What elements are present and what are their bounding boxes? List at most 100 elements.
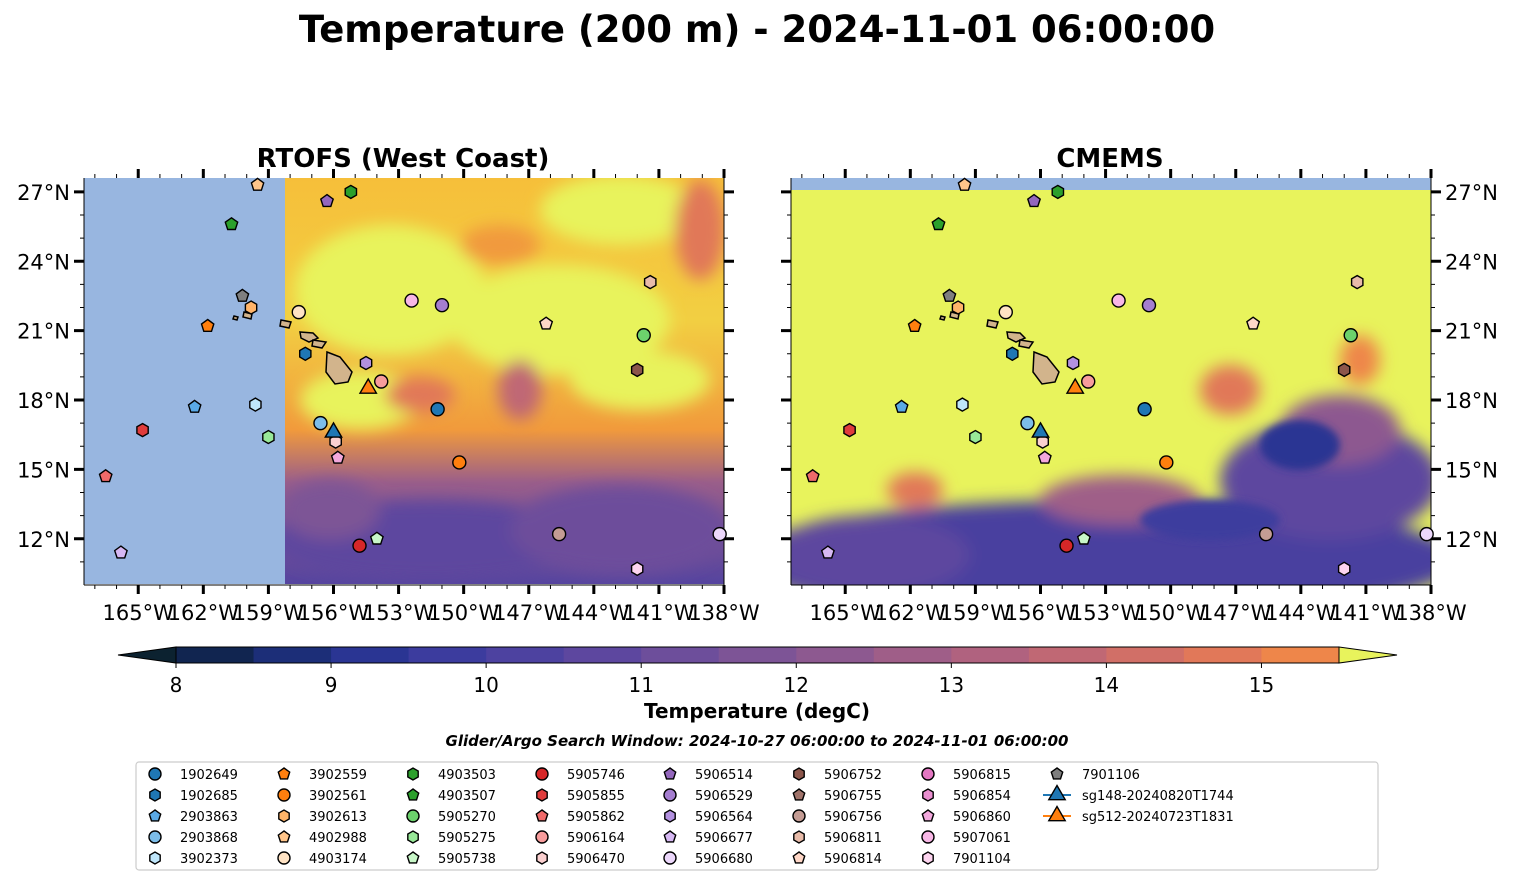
legend-label: 5906470 <box>567 852 625 867</box>
platform-marker-5905275 <box>262 429 275 445</box>
platform-marker-1902685 <box>299 346 312 362</box>
lon-tick-label: 141°W <box>1330 601 1402 625</box>
legend-label: 3902613 <box>309 810 367 825</box>
platform-marker-4903174 <box>291 304 306 320</box>
colorbar-band <box>796 647 875 663</box>
colorbar-tick-label: 10 <box>473 673 498 697</box>
legend-marker-1902649 <box>148 767 162 781</box>
platform-marker-1902685 <box>1006 346 1019 362</box>
legend-label: 5906752 <box>824 768 882 783</box>
legend-marker-5905862 <box>535 809 549 822</box>
axes: 165°W162°W159°W156°W153°W150°W147°W144°W… <box>17 169 1498 625</box>
colorbar-label: Temperature (degC) <box>644 699 870 723</box>
platform-marker-5906811 <box>1350 274 1364 290</box>
platform-marker-2903868 <box>313 415 328 431</box>
legend-marker-2903863 <box>148 809 162 822</box>
legend-marker-5906164 <box>535 830 549 844</box>
figure-title: Temperature (200 m) - 2024-11-01 06:00:0… <box>299 8 1215 51</box>
platform-marker-5906680 <box>1419 526 1434 542</box>
legend-marker-5905746 <box>535 767 549 781</box>
colorbar-tick-label: 9 <box>325 673 338 697</box>
lat-tick-label: 21°N <box>1445 320 1498 344</box>
legend-label: 3902559 <box>309 768 367 783</box>
lon-tick-label: 165°W <box>810 601 882 625</box>
platform-marker-3902613 <box>951 300 965 315</box>
legend-label: 1902649 <box>180 768 238 783</box>
platform-marker-5906514 <box>1026 193 1042 208</box>
platform-marker-5906529 <box>1141 297 1157 313</box>
platform-marker-5905862 <box>805 468 820 483</box>
platform-marker-5906811 <box>643 274 657 290</box>
panel-rtofs: RTOFS (West Coast) <box>84 144 724 584</box>
legend-marker-7901106 <box>1050 767 1064 780</box>
platform-marker-7901104 <box>630 561 644 577</box>
legend-marker-4903507 <box>406 788 420 801</box>
legend-marker-5905275 <box>407 830 419 844</box>
lon-tick-label: 153°W <box>1070 601 1142 625</box>
legend-marker-3902613 <box>278 809 290 823</box>
platform-marker-5906860 <box>330 450 345 464</box>
colorbar-band <box>641 647 720 663</box>
lon-tick-label: 162°W <box>168 601 240 625</box>
lon-tick-label: 138°W <box>1395 601 1467 625</box>
legend-label: sg512-20240723T1831 <box>1082 810 1234 825</box>
platform-marker-5906164 <box>1081 374 1096 389</box>
legend-marker-5906860 <box>921 809 935 822</box>
legend-marker-5906755 <box>792 788 806 801</box>
legend-marker-5906814 <box>792 851 806 864</box>
legend-label: 5906677 <box>695 831 753 846</box>
colorbar-tick-label: 11 <box>628 673 653 697</box>
platform-marker-4903507 <box>931 216 946 231</box>
colorbar-band <box>1106 647 1185 663</box>
platform-marker-3902373 <box>249 397 262 412</box>
colorbar-frame <box>175 646 1340 664</box>
lat-tick-label: 24°N <box>1445 250 1498 274</box>
legend-frame <box>135 761 1379 871</box>
legend-label: 4902988 <box>309 831 367 846</box>
colorbar: 8 9 10 11 12 13 14 15 Temperature (degC) <box>117 646 1398 723</box>
lon-tick-label: 165°W <box>103 601 175 625</box>
platform-marker-7901106 <box>942 288 957 302</box>
legend-marker-5906470 <box>536 851 548 865</box>
platform-marker-5907061 <box>404 293 419 308</box>
legend-label: 4903503 <box>438 768 496 783</box>
lon-tick-label: 159°W <box>233 601 305 625</box>
lat-tick-label: 27°N <box>17 181 70 205</box>
panel-title-cmems: CMEMS <box>1056 144 1163 174</box>
platform-marker-5905738 <box>369 531 384 545</box>
colorbar-band <box>331 647 410 663</box>
platform-marker-5905275 <box>969 429 982 445</box>
platform-marker-4903507 <box>224 216 239 231</box>
legend-label: 5905270 <box>438 810 496 825</box>
platform-marker-2903863 <box>187 399 202 413</box>
colorbar-tick-label: 14 <box>1094 673 1119 697</box>
platform-marker-3902373 <box>956 397 969 412</box>
legend-marker-sg512-20240723T1831 <box>1047 805 1067 822</box>
platform-marker-5905270 <box>636 328 651 343</box>
platform-marker-5906680 <box>712 526 727 542</box>
islands-left <box>232 311 353 385</box>
platform-marker-1902649 <box>430 402 445 417</box>
colorbar-tick-label: 15 <box>1249 673 1274 697</box>
platform-marker-5906677 <box>820 545 835 559</box>
platform-marker-sg512-20240723T1831 <box>358 377 378 394</box>
legend-label: 7901104 <box>953 852 1011 867</box>
platform-marker-5906752 <box>1337 362 1351 378</box>
lon-tick-label: 150°W <box>428 601 500 625</box>
platform-marker-5906564 <box>359 355 373 371</box>
colorbar-band <box>873 647 952 663</box>
colorbar-band <box>951 647 1030 663</box>
legend-marker-4903503 <box>407 767 419 781</box>
platform-marker-4903503 <box>1051 184 1065 200</box>
legend-marker-2903868 <box>148 830 162 844</box>
platform-marker-5906564 <box>1066 355 1080 371</box>
platform-marker-5905855 <box>136 422 149 438</box>
legend-marker-sg148-20240820T1744 <box>1047 784 1067 801</box>
legend-marker-5906529 <box>663 788 677 802</box>
legend-label: 5905738 <box>438 852 496 867</box>
lat-tick-label: 18°N <box>1445 389 1498 413</box>
legend-label: 5906680 <box>695 852 753 867</box>
platform-marker-3902561 <box>452 455 467 470</box>
platform-marker-3902561 <box>1159 455 1174 470</box>
